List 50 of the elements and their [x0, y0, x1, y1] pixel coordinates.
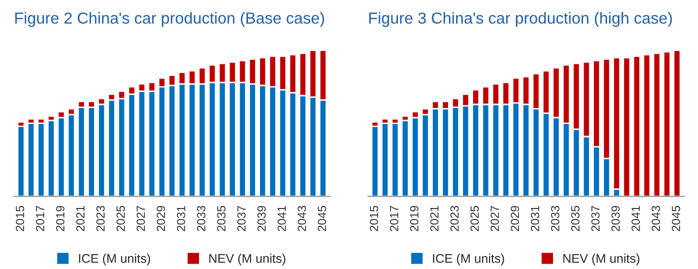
x-tick-label: 2023 — [96, 206, 105, 232]
x-tick-label: 2037 — [591, 206, 600, 232]
chart-title: Figure 2 China's car production (Base case) — [15, 12, 324, 27]
x-tick-label: 2019 — [56, 206, 64, 232]
bar — [381, 122, 390, 196]
x-tick-label: 2041 — [278, 206, 286, 232]
x-tick-label: 2021 — [430, 206, 439, 232]
x-tick-label: 2029 — [510, 206, 520, 232]
legend-label: ICE (M units) — [433, 254, 504, 266]
bar — [391, 122, 400, 196]
legend-label: NEV (M units) — [563, 254, 640, 266]
x-tick-label: 2029 — [156, 206, 166, 232]
x-tick-label: 2033 — [197, 206, 206, 232]
bar — [652, 52, 661, 196]
bar — [47, 120, 56, 196]
x-tick-label: 2017 — [390, 206, 398, 232]
legend-label: ICE (M units) — [79, 254, 150, 266]
bar — [27, 122, 36, 196]
x-tick-label: 2027 — [490, 206, 499, 232]
x-tick-label: 2027 — [136, 206, 145, 232]
x-tick-label: 2039 — [611, 206, 620, 232]
x-tick-label: 2043 — [652, 206, 660, 232]
bar — [401, 120, 410, 196]
x-tick-label: 2039 — [257, 206, 266, 232]
x-tick-label: 2015 — [370, 206, 378, 232]
x-tick-label: 2045 — [318, 206, 326, 232]
x-tick-label: 2021 — [76, 206, 85, 232]
x-tick-label: 2023 — [450, 206, 459, 232]
x-tick-label: 2017 — [36, 206, 44, 232]
x-tick-label: 2043 — [298, 206, 306, 232]
bar — [673, 50, 681, 196]
chart-title: Figure 3 China's car production (high case) — [369, 12, 672, 27]
bar — [662, 51, 671, 196]
legend-label: NEV (M units) — [209, 254, 286, 266]
x-tick-label: 2037 — [237, 206, 246, 232]
bar — [37, 122, 46, 196]
bar — [642, 54, 651, 196]
x-tick-label: 2033 — [551, 206, 560, 232]
x-tick-label: 2035 — [571, 206, 580, 232]
x-tick-label: 2031 — [530, 206, 540, 232]
x-tick-label: 2045 — [672, 206, 680, 232]
x-tick-label: 2035 — [217, 206, 226, 232]
x-tick-label: 2025 — [116, 206, 125, 232]
x-tick-label: 2025 — [470, 206, 479, 232]
x-tick-label: 2019 — [410, 206, 418, 232]
x-tick-label: 2031 — [176, 206, 186, 232]
bar — [632, 55, 641, 196]
x-tick-label: 2041 — [632, 206, 640, 232]
x-tick-label: 2015 — [16, 206, 24, 232]
bar — [622, 56, 631, 196]
